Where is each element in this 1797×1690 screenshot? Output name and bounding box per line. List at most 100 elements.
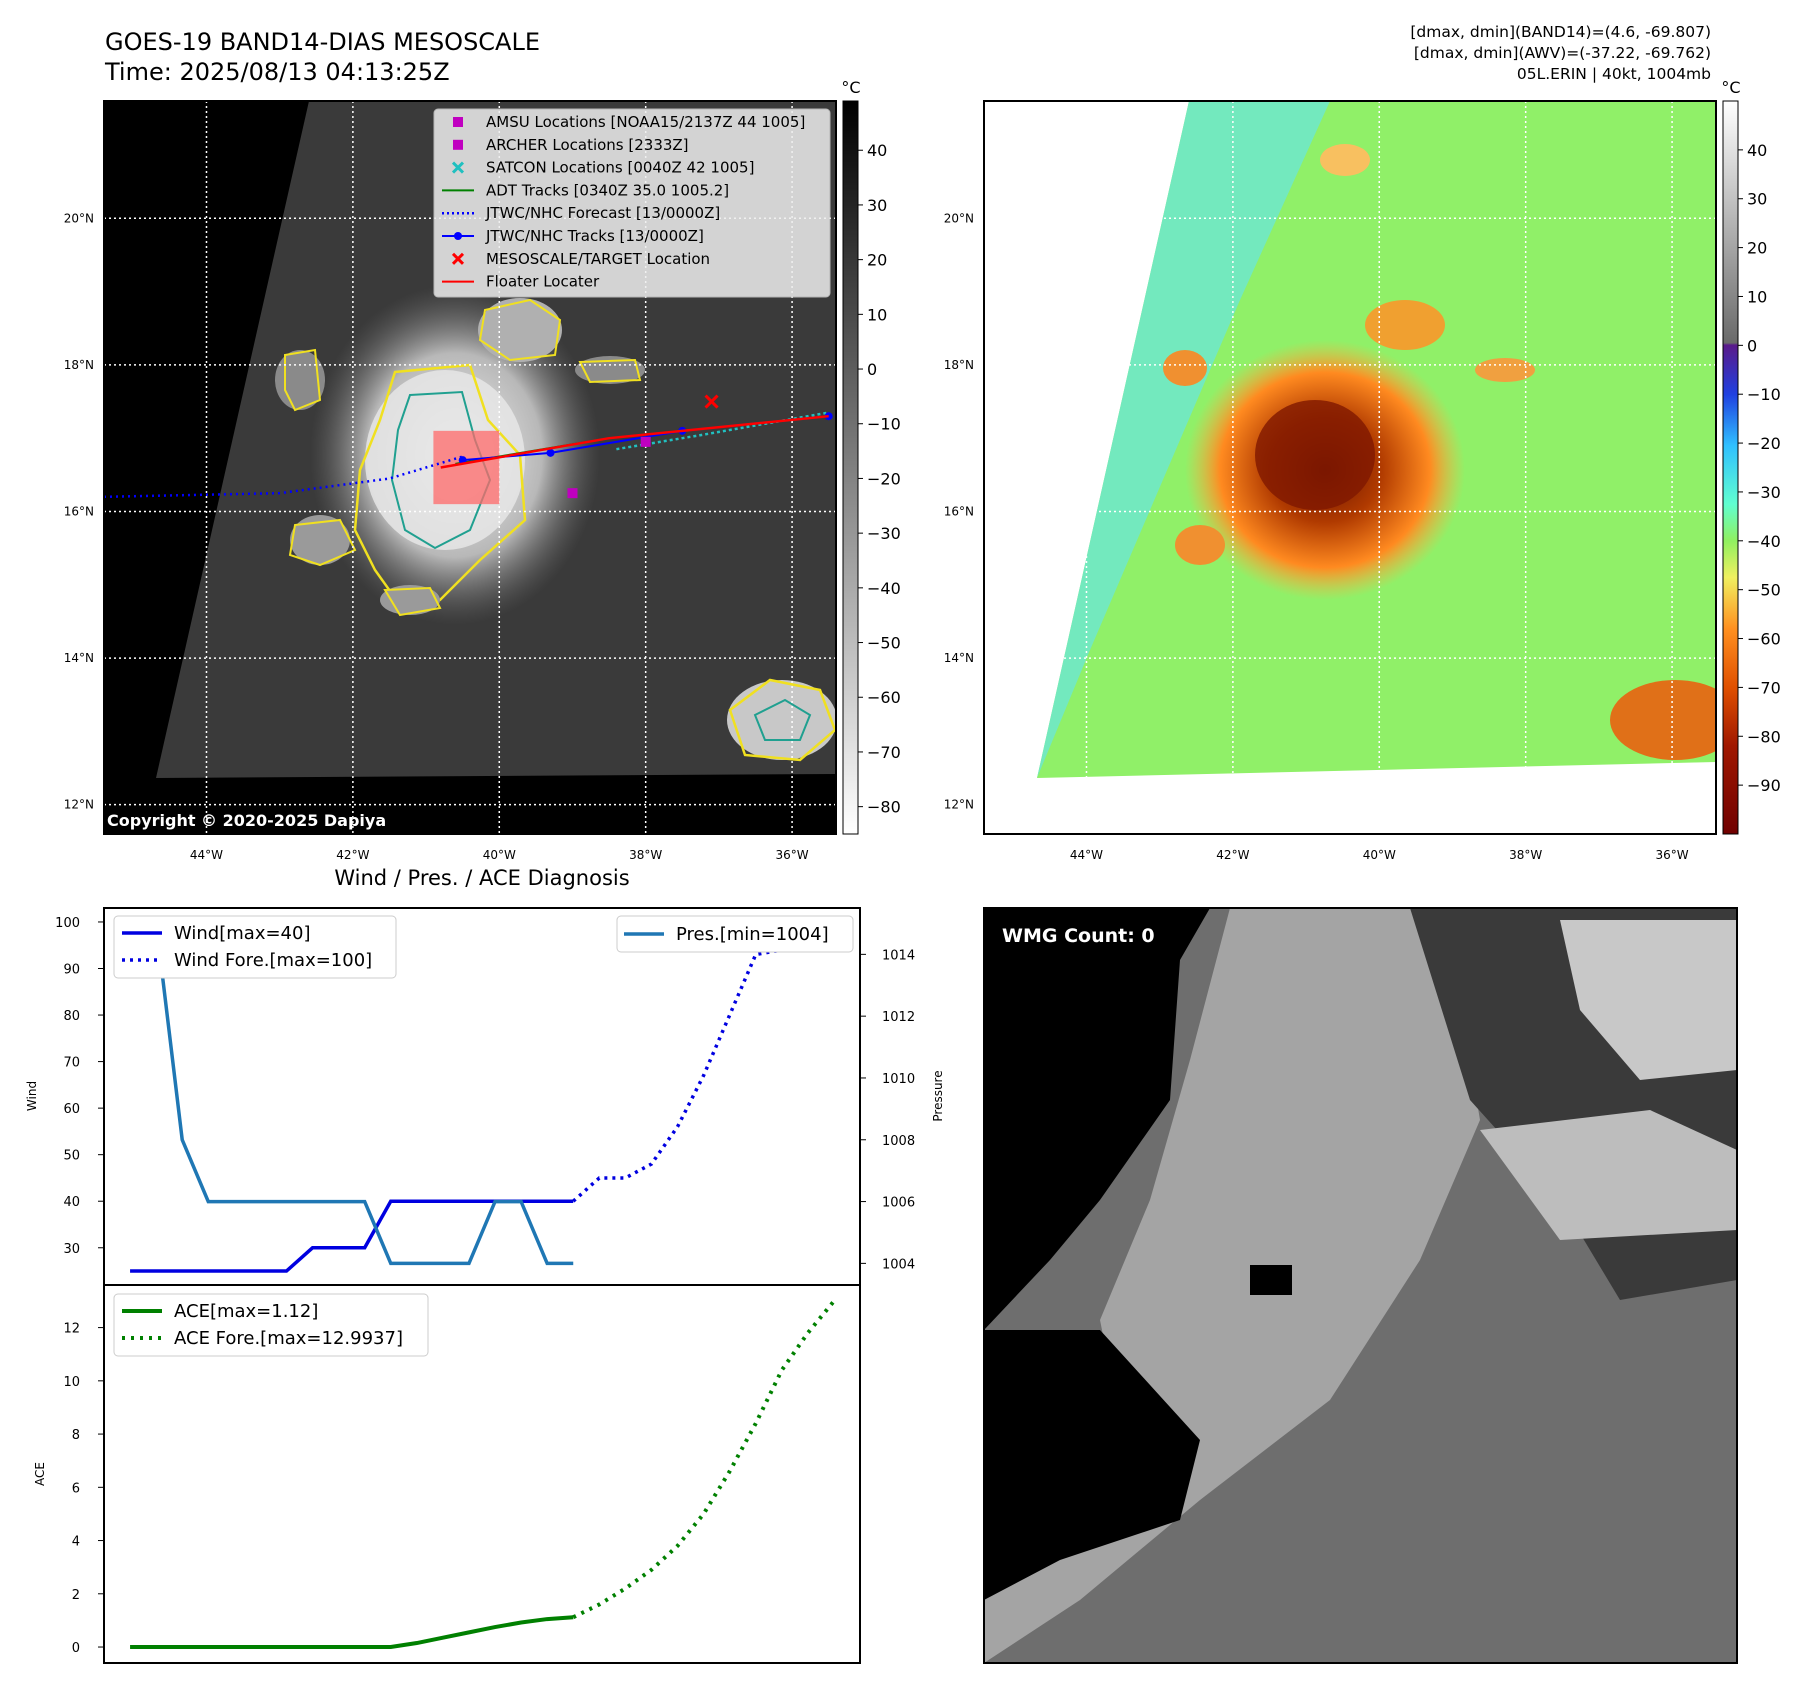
longitude-label: 38°W bbox=[1509, 848, 1542, 862]
ace-legend-label: ACE[max=1.12] bbox=[174, 1301, 318, 1322]
colorbar-tick-label: −60 bbox=[1747, 630, 1781, 649]
ir-satellite-panel: 44°W 42°W 40°W 38°W 36°W 20°N 18°N 16°N 14°N 12°N… bbox=[64, 100, 837, 862]
ace-y-tick-label: 4 bbox=[72, 1535, 80, 1550]
ace-axis-label: ACE bbox=[33, 1462, 47, 1486]
legend-label: MESOSCALE/TARGET Location bbox=[486, 250, 710, 268]
awv-range-info: [dmax, dmin](AWV)=(-37.22, -69.762) bbox=[1413, 44, 1711, 62]
cloud-contour-se-inner bbox=[753, 698, 812, 741]
series-pres-line bbox=[130, 921, 574, 1266]
forecast-track-line bbox=[104, 455, 464, 499]
ace-y-tick-label: 6 bbox=[72, 1481, 80, 1496]
pressure-axis-label: Pressure bbox=[931, 1070, 945, 1121]
cloud-contour-nw bbox=[284, 348, 322, 412]
colorbar-tick-label: 10 bbox=[1747, 287, 1767, 306]
wind-y-tick-label: 100 bbox=[55, 916, 80, 931]
pressure-y-tick-label: 1008 bbox=[882, 1134, 915, 1149]
amsu-location-marker bbox=[640, 436, 651, 447]
best-track-point bbox=[546, 448, 555, 457]
latitude-label: 14°N bbox=[64, 651, 94, 665]
legend-label: JTWC/NHC Tracks [13/0000Z] bbox=[485, 227, 704, 245]
figure-title: GOES-19 BAND14-DIAS MESOSCALE bbox=[105, 28, 541, 56]
wv-cell-n bbox=[1365, 300, 1445, 350]
colorbar-tick-label: −30 bbox=[1747, 483, 1781, 502]
cloud-cluster-west bbox=[290, 515, 350, 565]
colorbar-tick-label: −20 bbox=[1747, 434, 1781, 453]
wind-pressure-chart: 100 90 80 70 60 50 40 30 1014 1012 1010 1008 1006 100… bbox=[25, 907, 945, 1286]
wmg-count-label: WMG Count: 0 bbox=[1002, 925, 1155, 947]
colorbar-tick-label: −50 bbox=[1747, 581, 1781, 600]
wind-chart-plot: 100 90 80 70 60 50 40 30 1014 1012 1010 1008 1006 100… bbox=[55, 915, 915, 1273]
ace-y-tick-label: 10 bbox=[63, 1375, 80, 1390]
legend-label: ARCHER Locations [2333Z] bbox=[486, 136, 689, 154]
wv-map-ticks: 44°W 42°W 40°W 38°W 36°W 20°N 18°N 16°N 14°N 12°N bbox=[944, 211, 1689, 862]
longitude-label: 38°W bbox=[629, 848, 662, 862]
ir-colorbar: °C 40 30 20 10 0 −10 −20 −30 −40 −50 −60 −70 −80 bbox=[841, 78, 901, 835]
longitude-label: 44°W bbox=[1070, 848, 1103, 862]
wmg-black-region-sw bbox=[984, 1330, 1200, 1600]
wind-y-tick-label: 90 bbox=[63, 963, 80, 978]
cloud-cluster-se bbox=[727, 680, 836, 760]
figure-time: Time: 2025/08/13 04:13:25Z bbox=[105, 58, 450, 86]
pressure-y-tick-label: 1004 bbox=[882, 1257, 915, 1272]
colorbar-tick-label: 30 bbox=[867, 196, 887, 215]
wv-cell-w bbox=[1175, 525, 1225, 565]
ace-observed-line bbox=[130, 1615, 574, 1650]
colorbar-tick-label: 10 bbox=[867, 305, 887, 324]
wmg-light-region-e bbox=[1480, 1110, 1737, 1240]
colorbar-tick-label: 30 bbox=[1747, 190, 1767, 209]
colorbar-tick-label: −20 bbox=[867, 469, 901, 488]
wind-y-tick-label: 70 bbox=[63, 1056, 80, 1071]
ir-colorbar-ticks: 40 30 20 10 0 −10 −20 −30 −40 −50 −60 −70 −80 bbox=[858, 141, 901, 817]
cloud-contour-south bbox=[383, 586, 442, 617]
longitude-label: 42°W bbox=[336, 848, 369, 862]
colorbar-tick-label: −80 bbox=[867, 798, 901, 817]
colorbar-tick-label: −70 bbox=[1747, 678, 1781, 697]
wmg-frame bbox=[983, 907, 1738, 1664]
wind-y-tick-label: 30 bbox=[63, 1242, 80, 1257]
wind-y-tick-label: 40 bbox=[63, 1195, 80, 1210]
legend-label: SATCON Locations [0040Z 42 1005] bbox=[486, 159, 754, 177]
colorbar-tick-label: −90 bbox=[1747, 776, 1781, 795]
latitude-label: 12°N bbox=[64, 798, 94, 812]
latitude-label: 18°N bbox=[944, 358, 974, 372]
ir-colorbar-unit: °C bbox=[841, 78, 860, 97]
ace-y-tick-label: 8 bbox=[72, 1428, 80, 1443]
wind-axis-label: Wind bbox=[25, 1081, 39, 1111]
target-location-marker bbox=[704, 394, 719, 409]
legend-dot-marker bbox=[454, 232, 462, 240]
colorbar-tick-label: −40 bbox=[867, 579, 901, 598]
storm-info: 05L.ERIN | 40kt, 1004mb bbox=[1516, 65, 1711, 83]
legend-label: Floater Locater bbox=[486, 273, 600, 291]
band14-range-info: [dmax, dmin](BAND14)=(4.6, -69.807) bbox=[1410, 23, 1711, 41]
wmg-panel bbox=[983, 907, 1738, 1664]
colorbar-tick-label: 20 bbox=[1747, 239, 1767, 258]
colorbar-tick-label: −30 bbox=[867, 524, 901, 543]
legend-label: JTWC/NHC Forecast [13/0000Z] bbox=[485, 204, 720, 222]
colorbar-tick-label: −10 bbox=[867, 415, 901, 434]
ace-y-tick-label: 12 bbox=[63, 1322, 80, 1337]
wv-cell-top bbox=[1320, 144, 1370, 176]
wv-colorbar: °C 40 30 20 10 0 −10 −20 −30 −40 −50 −60 −70 −80 −90 bbox=[1721, 78, 1781, 835]
pressure-y-tick-label: 1010 bbox=[882, 1072, 915, 1087]
pressure-y-tick-label: 1006 bbox=[882, 1196, 915, 1211]
ir-map-frame bbox=[103, 100, 837, 835]
longitude-label: 36°W bbox=[1656, 848, 1689, 862]
colorbar-tick-label: −60 bbox=[867, 688, 901, 707]
legend-label: ADT Tracks [0340Z 35.0 1005.2] bbox=[486, 181, 729, 199]
latitude-label: 16°N bbox=[944, 504, 974, 518]
colorbar-tick-label: −10 bbox=[1747, 385, 1781, 404]
legend-x-marker bbox=[451, 161, 465, 174]
wv-satellite-panel: 44°W 42°W 40°W 38°W 36°W 20°N 18°N 16°N 14°N 12°N bbox=[944, 100, 1717, 862]
colorbar-tick-label: 0 bbox=[867, 360, 877, 379]
wv-map-frame bbox=[983, 100, 1717, 835]
wv-colorbar-ticks: 40 30 20 10 0 −10 −20 −30 −40 −50 −60 −70 −80 −90 bbox=[1738, 141, 1781, 795]
cloud-contour-north bbox=[478, 298, 562, 362]
wind-y-tick-label: 50 bbox=[63, 1149, 80, 1164]
wind-y-tick-label: 80 bbox=[63, 1009, 80, 1024]
ace-chart: 12 10 8 6 4 2 0 ACE[max=1.12] ACE Fore.[max=12.9… bbox=[33, 1284, 861, 1664]
cloud-cluster-north bbox=[478, 298, 562, 362]
ace-legend-box bbox=[113, 1293, 429, 1357]
series-wind-fore-line bbox=[572, 920, 834, 1203]
longitude-label: 36°W bbox=[776, 848, 809, 862]
